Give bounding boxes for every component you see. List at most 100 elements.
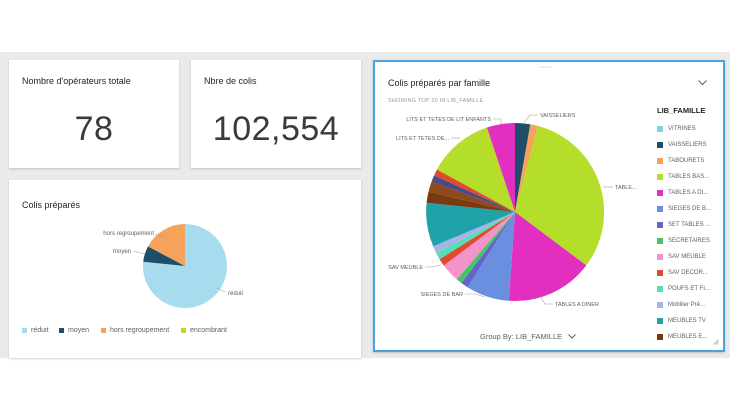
pie-slice-sieges-de-bar[interactable] <box>467 212 516 301</box>
drag-handle-icon[interactable]: ⋯⋯ <box>539 65 553 71</box>
pie-slice-hors-regroupement[interactable] <box>148 224 185 266</box>
kpi-colis-tile[interactable]: Nbre de colis 102,554 <box>191 60 361 168</box>
legend-label: MEUBLES TV <box>668 318 706 324</box>
legend-label: TABLES BAS... <box>668 174 710 180</box>
dashboard-canvas: Nombre d'opérateurs totale 78 Nbre de co… <box>0 52 730 358</box>
resize-handle-icon <box>713 339 719 345</box>
group-by-dropdown[interactable]: Group By: LIB_FAMILLE <box>480 332 577 341</box>
callout-line <box>465 293 486 298</box>
chevron-down-icon <box>698 80 707 86</box>
legend-swatch <box>657 270 663 276</box>
resize-handle-icon[interactable] <box>713 339 719 347</box>
legend-item[interactable]: encombrant <box>181 327 227 334</box>
callout-line <box>522 114 538 125</box>
legend-swatch <box>657 206 663 212</box>
pie-colis-tile[interactable]: Colis préparés hors regroupement moyen r… <box>9 180 361 358</box>
legend-swatch <box>657 174 663 180</box>
legend-swatch <box>657 126 663 132</box>
legend-swatch <box>657 286 663 292</box>
legend-label: POUFS ET FI... <box>668 286 710 292</box>
callout-line <box>493 118 502 124</box>
legend-swatch <box>59 328 64 333</box>
legend-item[interactable]: Mobilier Pré... <box>657 302 705 308</box>
legend-label: SECRETAIRES <box>668 238 710 244</box>
legend-label: SAV MEUBLE <box>668 254 706 260</box>
legend-label: Mobilier Pré... <box>668 302 706 308</box>
pie-slice-secretaires[interactable] <box>456 212 515 283</box>
legend-label: SIEGES DE B... <box>668 206 712 212</box>
pie-slice-brown-2[interactable] <box>428 181 516 212</box>
legend-label: encombrant <box>190 327 227 334</box>
legend-label: TABOURETS <box>668 158 705 164</box>
legend-item[interactable]: SAV MEUBLE <box>657 254 706 260</box>
callout-sieges-de-bar: SIEGES DE BAR <box>421 292 464 298</box>
legend-item[interactable]: VITRINES <box>657 126 696 132</box>
pie-slice-sav-decoration[interactable] <box>439 212 516 266</box>
callout-line <box>425 264 442 268</box>
legend-item[interactable]: SET TABLES ... <box>657 222 710 228</box>
pie-famille-chart: VAISSELIERS LITS ET TETES DE LIT ENFANTS… <box>388 113 637 308</box>
pie-slice-reduit[interactable] <box>142 224 227 308</box>
legend-swatch <box>657 222 663 228</box>
legend-swatch <box>657 158 663 164</box>
pie-slice-meubles-e[interactable] <box>426 191 515 212</box>
callout-lits-2: LITS ET TETES DE... <box>396 136 449 142</box>
pie-slice-tables-a-diner[interactable] <box>508 212 587 302</box>
pie-slice-sav-meuble[interactable] <box>443 212 515 280</box>
kpi-operators-tile[interactable]: Nombre d'opérateurs totale 78 <box>9 60 179 168</box>
legend-item[interactable]: réduit <box>22 327 49 334</box>
legend-item[interactable]: POUFS ET FI... <box>657 286 710 292</box>
callout-lits-enfants: LITS ET TETES DE LIT ENFANTS <box>406 117 491 123</box>
legend-item[interactable]: SAV DECOR... <box>657 270 708 276</box>
group-by-label: Group By: LIB_FAMILLE <box>480 332 563 341</box>
legend-item[interactable]: SECRETAIRES <box>657 238 710 244</box>
pie-slice-lits-2[interactable] <box>436 127 515 213</box>
pie-slice-vaisseliers[interactable] <box>515 122 531 212</box>
legend-label: TABLES A DI... <box>668 190 709 196</box>
chevron-down-icon <box>568 334 577 339</box>
kpi-operators-title: Nombre d'opérateurs totale <box>22 76 131 86</box>
pie-slice-lits-enfants[interactable] <box>486 122 515 212</box>
legend-item[interactable]: MEUBLES E... <box>657 334 707 340</box>
pie-famille-subtitle: SHOWING TOP 20 IN LIB_FAMILLE <box>388 98 484 104</box>
pie-slice-tabourets[interactable] <box>515 124 538 212</box>
legend-item[interactable]: TABLES BAS... <box>657 174 709 180</box>
callout-line <box>539 295 553 305</box>
legend-item[interactable]: TABLES A DI... <box>657 190 708 196</box>
legend-swatch <box>657 142 663 148</box>
kpi-colis-title: Nbre de colis <box>204 76 257 86</box>
legend-swatch <box>22 328 27 333</box>
legend-item[interactable]: SIEGES DE B... <box>657 206 711 212</box>
callout-tables-bas: TABLE... <box>615 185 637 191</box>
legend-item[interactable]: MEUBLES TV <box>657 318 706 324</box>
legend-item[interactable]: VAISSELIERS <box>657 142 707 148</box>
legend-label: SET TABLES ... <box>668 222 711 228</box>
callout-sav-meuble: SAV MEUBLE <box>388 265 423 271</box>
legend-item[interactable]: TABOURETS <box>657 158 704 164</box>
kpi-operators-value: 78 <box>74 110 114 148</box>
chevron-down-icon[interactable] <box>698 78 707 88</box>
legend-label: MEUBLES E... <box>668 334 708 340</box>
callout-line <box>216 287 226 293</box>
legend-swatch <box>181 328 186 333</box>
legend-swatch <box>101 328 106 333</box>
pie-slice-other-3[interactable] <box>434 169 515 213</box>
pie-slice-other-2[interactable] <box>431 175 515 212</box>
legend-label: hors regroupement <box>110 327 170 334</box>
legend-item[interactable]: hors regroupement <box>101 327 169 334</box>
pie-slice-tables-basses[interactable] <box>515 126 605 266</box>
legend-swatch <box>657 302 663 308</box>
pie-slice-set-tables[interactable] <box>461 212 515 288</box>
legend-title: LIB_FAMILLE <box>657 106 706 115</box>
legend-swatch <box>657 238 663 244</box>
legend-item[interactable]: moyen <box>59 327 89 334</box>
legend-swatch <box>657 254 663 260</box>
kpi-colis-value: 102,554 <box>212 110 340 148</box>
pie-slice-mobilier[interactable] <box>433 212 515 253</box>
callout-line <box>154 233 166 239</box>
pie-slice-meubles-tv[interactable] <box>426 202 515 247</box>
pie-slice-poufs[interactable] <box>436 212 515 260</box>
pie-slice-moyen[interactable] <box>143 246 185 266</box>
pie-famille-tile[interactable]: ⋯⋯ Colis préparés par famille SHOWING TO… <box>373 60 725 352</box>
legend-label: réduit <box>31 327 49 334</box>
